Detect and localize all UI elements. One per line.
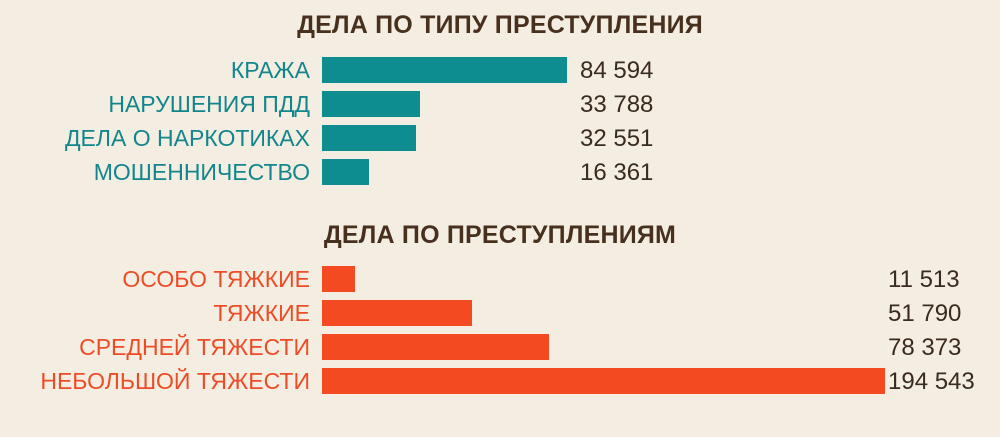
bar (322, 125, 416, 151)
category-label: СРЕДНЕЙ ТЯЖЕСТИ (79, 334, 310, 360)
value-label: 32 551 (580, 125, 654, 152)
value-label: 194 543 (888, 368, 975, 395)
bar-row: НАРУШЕНИЯ ПДД 33 788 (0, 91, 1000, 118)
bar-row: ОСОБО ТЯЖКИЕ 11 513 (0, 266, 1000, 293)
value-label: 78 373 (888, 334, 962, 361)
bar (322, 91, 420, 117)
value-label: 33 788 (580, 91, 654, 118)
category-label: НАРУШЕНИЯ ПДД (108, 91, 310, 117)
category-label: ТЯЖКИЕ (213, 300, 310, 326)
bar-rows: КРАЖА 84 594 НАРУШЕНИЯ ПДД 33 788 ДЕЛА О НАР… (0, 57, 1000, 186)
value-label: 51 790 (888, 300, 962, 327)
bar (322, 334, 549, 360)
bar-row: ТЯЖКИЕ 51 790 (0, 300, 1000, 327)
category-label: НЕБОЛЬШОЙ ТЯЖЕСТИ (40, 368, 310, 394)
chart-title: ДЕЛА ПО ТИПУ ПРЕСТУПЛЕНИЯ (297, 11, 703, 39)
bar (322, 57, 567, 83)
bar-row: МОШЕННИЧЕСТВО 16 361 (0, 159, 1000, 186)
bar (322, 368, 885, 394)
category-label: ДЕЛА О НАРКОТИКАХ (64, 125, 310, 151)
bar-row: СРЕДНЕЙ ТЯЖЕСТИ 78 373 (0, 334, 1000, 361)
value-label: 16 361 (580, 159, 654, 186)
bar (322, 266, 355, 292)
bar-row: КРАЖА 84 594 (0, 57, 1000, 84)
bar-row: НЕБОЛЬШОЙ ТЯЖЕСТИ 194 543 (0, 368, 1000, 395)
category-label: МОШЕННИЧЕСТВО (93, 159, 310, 185)
bar (322, 159, 369, 185)
category-label: ОСОБО ТЯЖКИЕ (122, 266, 310, 292)
chart-cases-by-crime-severity: ДЕЛА ПО ПРЕСТУПЛЕНИЯМ ОСОБО ТЯЖКИЕ 11 513… (0, 220, 1000, 395)
bar-rows: ОСОБО ТЯЖКИЕ 11 513 ТЯЖКИЕ 51 790 СРЕДНЕЙ ТЯ… (0, 266, 1000, 395)
value-label: 84 594 (580, 57, 654, 84)
chart-cases-by-crime-type: ДЕЛА ПО ТИПУ ПРЕСТУПЛЕНИЯ КРАЖА 84 594 НАР… (0, 0, 1000, 186)
bar (322, 300, 472, 326)
chart-title: ДЕЛА ПО ПРЕСТУПЛЕНИЯМ (323, 221, 677, 249)
category-label: КРАЖА (230, 57, 310, 83)
value-label: 11 513 (888, 266, 960, 293)
bar-row: ДЕЛА О НАРКОТИКАХ 32 551 (0, 125, 1000, 152)
